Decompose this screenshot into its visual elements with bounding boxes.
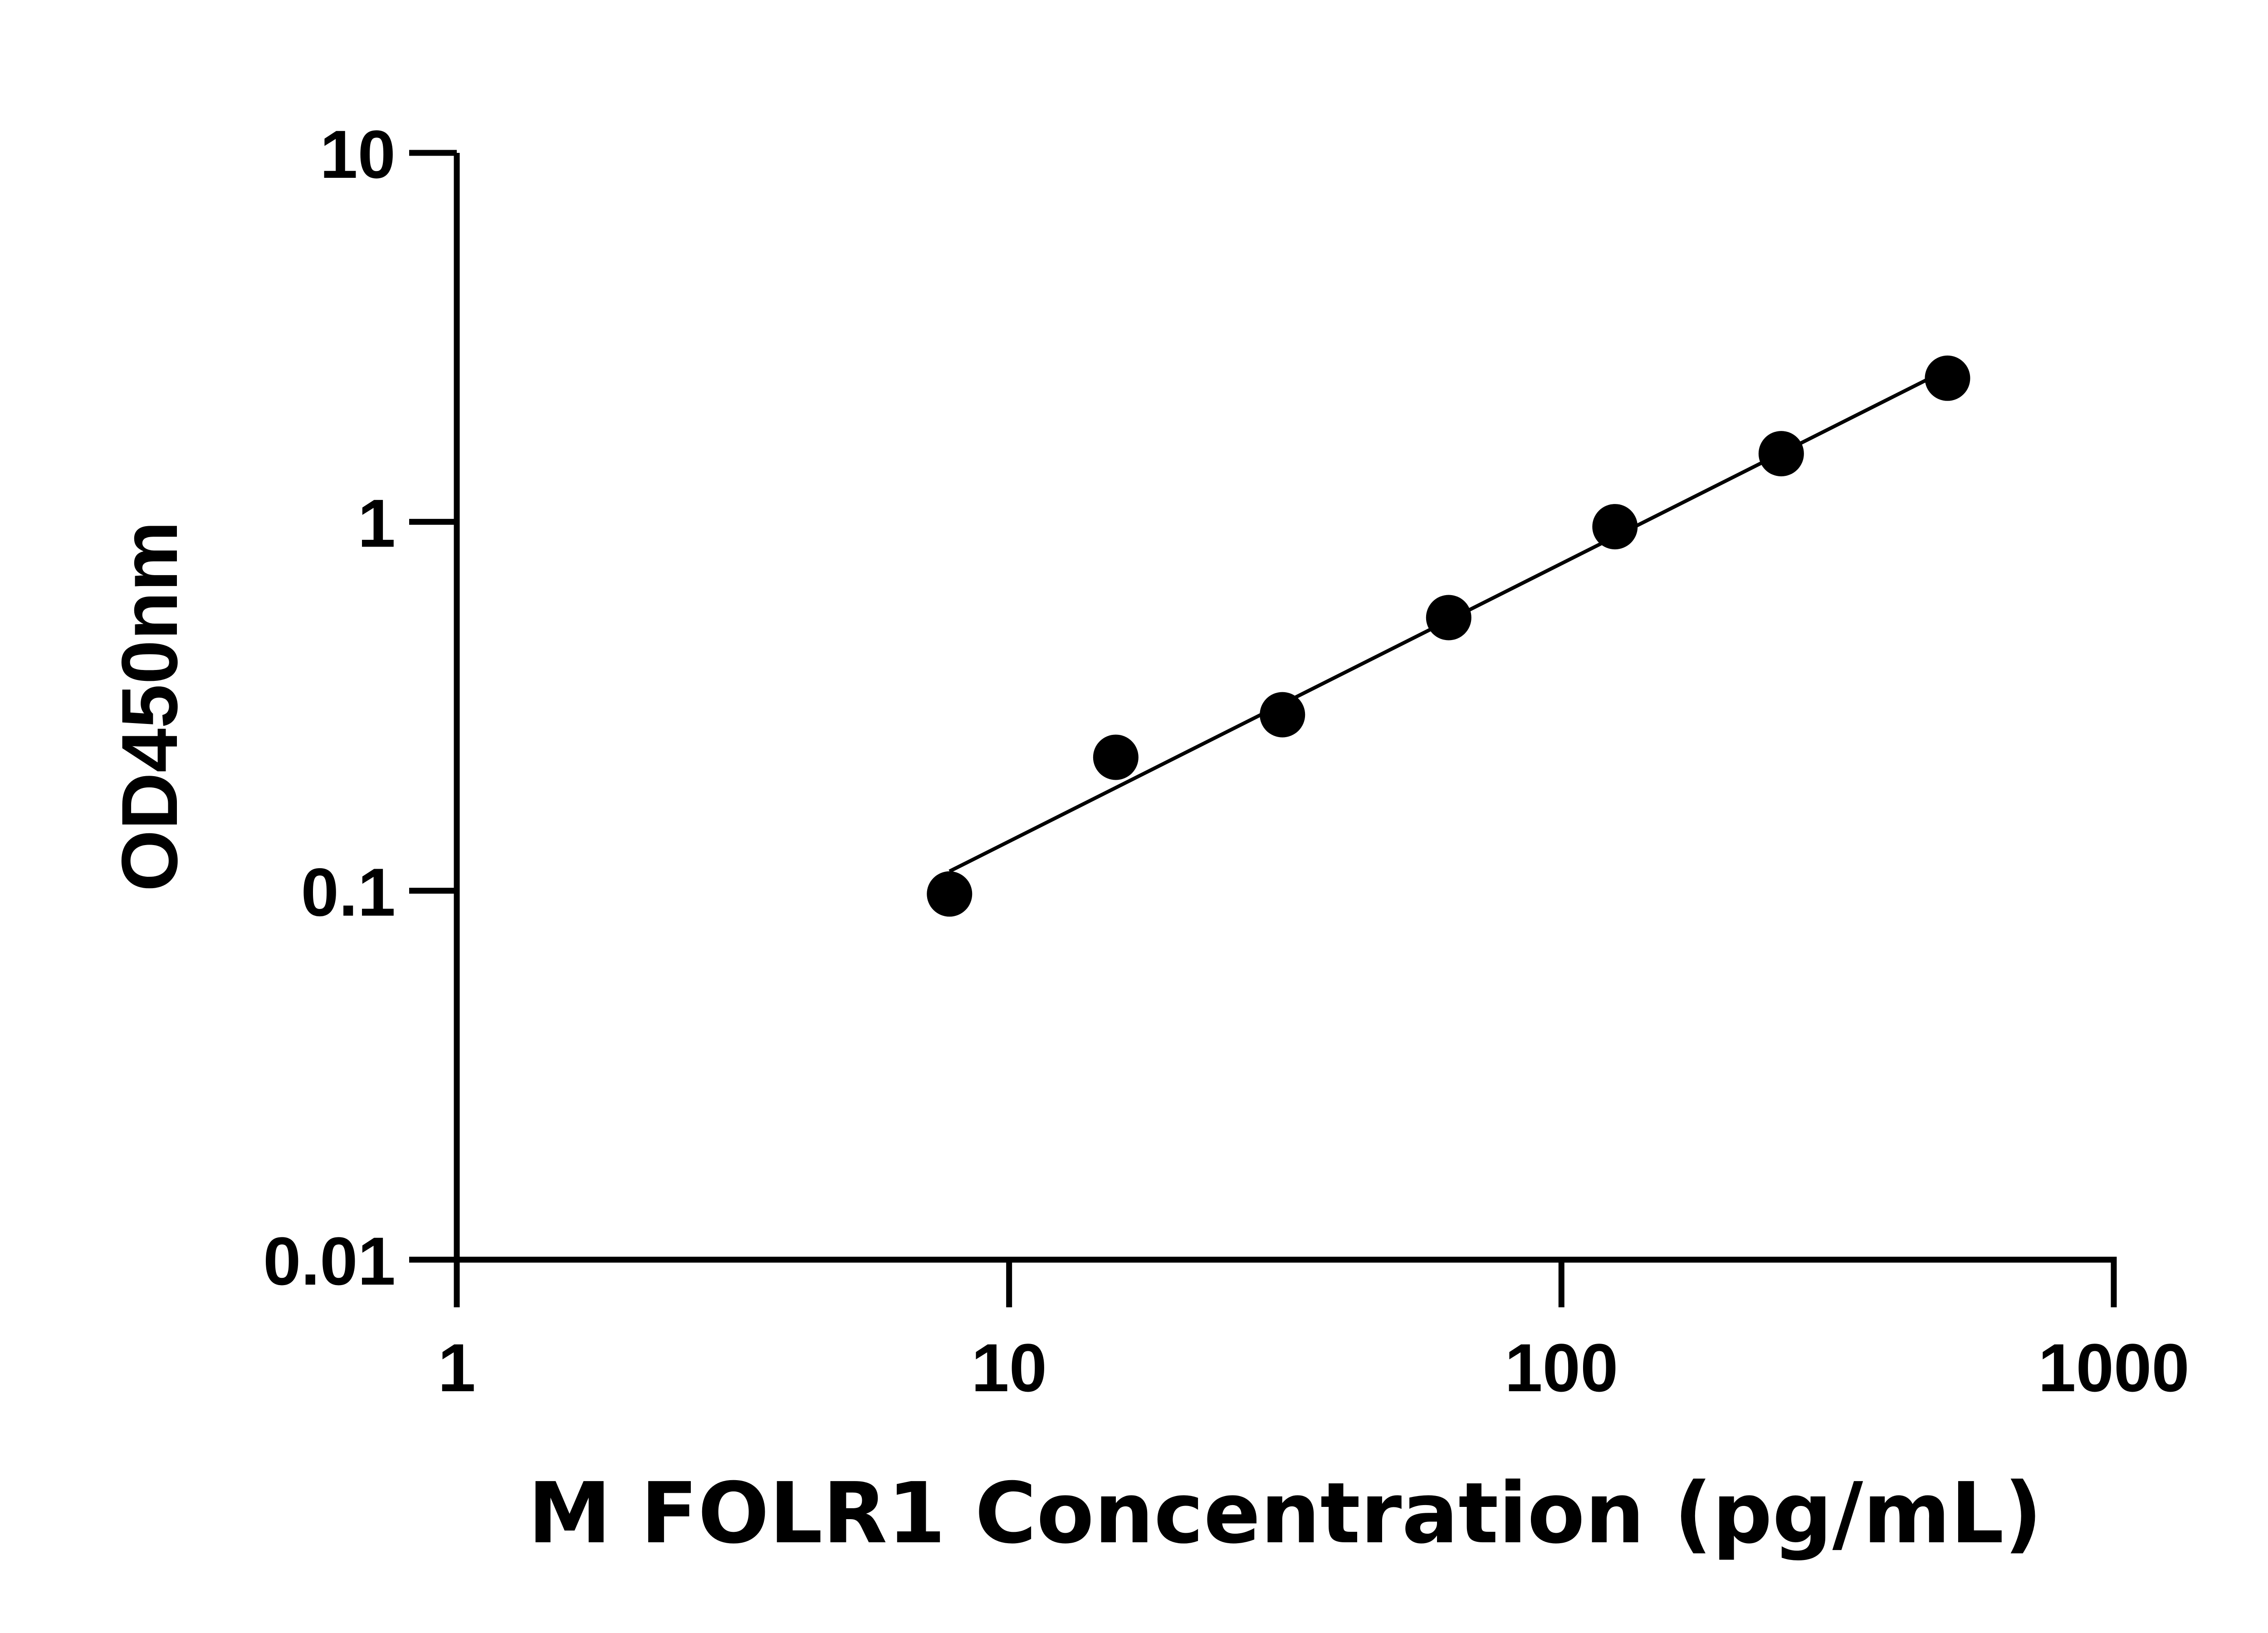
x-axis-label: M FOLR1 Concentration (pg/mL): [528, 1464, 2043, 1562]
x-tick-label: 1000: [2038, 1330, 2190, 1406]
data-point: [1093, 734, 1139, 780]
x-tick-label: 1: [438, 1330, 475, 1406]
data-point: [1758, 431, 1804, 477]
y-tick-label: 0.1: [301, 854, 396, 930]
data-point: [1925, 355, 1970, 401]
x-tick-label: 10: [971, 1330, 1047, 1406]
axes: 1 10 100 1000 0.01 0.1 1 10: [263, 116, 2190, 1406]
y-tick-label: 0.01: [263, 1223, 396, 1299]
data-point: [1426, 595, 1471, 640]
data-points: [927, 355, 1970, 917]
y-axis-label: OD450nm: [106, 521, 194, 892]
y-tick-label: 10: [320, 116, 396, 192]
data-point: [1592, 504, 1638, 550]
data-point: [1260, 692, 1305, 738]
y-tick-label: 1: [358, 485, 396, 561]
data-point: [927, 871, 973, 917]
x-tick-label: 100: [1505, 1330, 1618, 1406]
